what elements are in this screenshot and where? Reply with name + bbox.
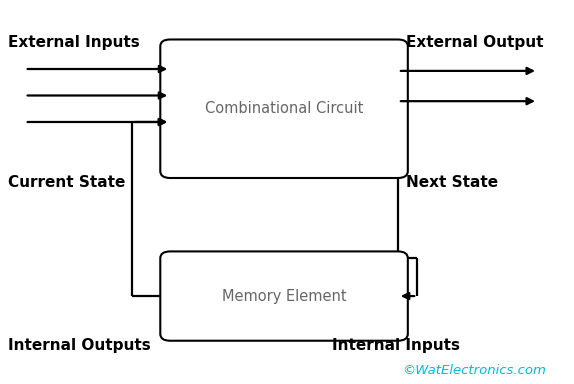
Text: Internal Inputs: Internal Inputs bbox=[332, 338, 460, 353]
Text: Memory Element: Memory Element bbox=[222, 288, 346, 304]
Text: Combinational Circuit: Combinational Circuit bbox=[205, 101, 363, 116]
Text: ©WatElectronics.com: ©WatElectronics.com bbox=[402, 364, 546, 377]
Text: Next State: Next State bbox=[406, 175, 498, 190]
FancyBboxPatch shape bbox=[160, 40, 408, 178]
Text: Internal Outputs: Internal Outputs bbox=[8, 338, 151, 353]
Text: External Output: External Output bbox=[406, 35, 544, 50]
FancyBboxPatch shape bbox=[160, 252, 408, 341]
Text: Current State: Current State bbox=[8, 175, 126, 190]
Text: External Inputs: External Inputs bbox=[8, 35, 140, 50]
